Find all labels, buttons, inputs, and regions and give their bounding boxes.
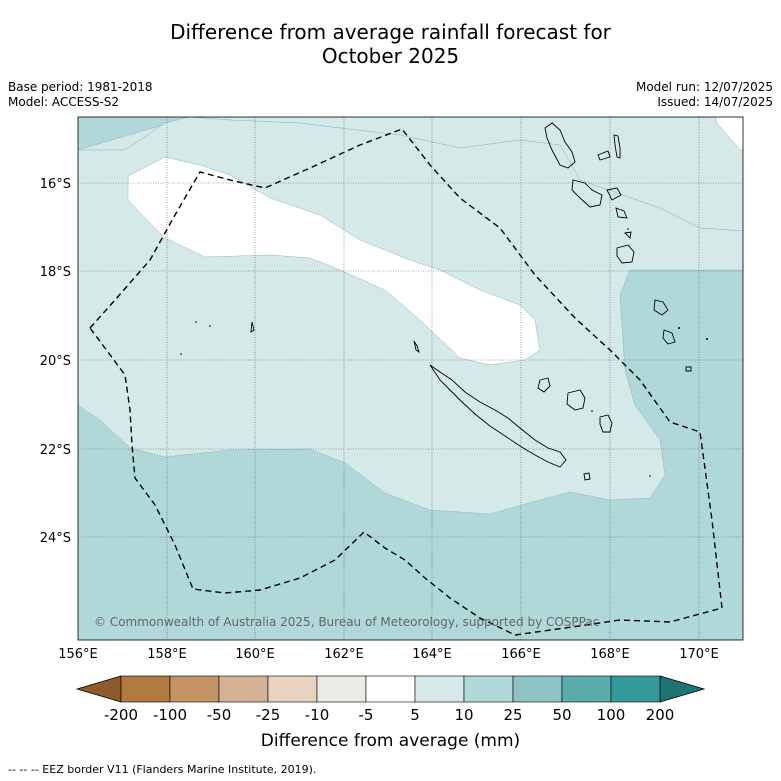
colorbar-tick-label: 100 — [597, 706, 626, 724]
colorbar-bin — [365, 675, 416, 703]
model-name: Model: ACCESS-S2 — [8, 95, 120, 109]
vanuatu-espiritu-santo — [544, 122, 576, 169]
coastlines — [250, 122, 692, 481]
colorbar-bin — [267, 675, 318, 703]
vanuatu-banks — [597, 150, 611, 161]
near-normal-region — [127, 156, 541, 366]
lat-label: 24°S — [40, 531, 71, 546]
colorbar-bin — [414, 675, 465, 703]
meta-left: Base period: 1981-2018 Model: ACCESS-S2 — [8, 80, 153, 110]
lon-label: 168°E — [590, 647, 630, 662]
colorbar-tick-label: -25 — [256, 706, 281, 724]
colorbar-bin — [463, 675, 514, 703]
vanuatu-tanna — [624, 231, 632, 239]
eez-border — [89, 128, 723, 636]
colorbar-title: Difference from average (mm) — [260, 731, 521, 751]
colorbar-bin — [610, 675, 661, 703]
lat-tick-labels: 16°S 18°S 20°S 22°S 24°S — [40, 177, 71, 546]
model-run: Model run: 12/07/2025 — [635, 80, 773, 94]
meta-right: Model run: 12/07/2025 Issued: 14/07/2025 — [636, 80, 773, 110]
vanuatu-erromango — [616, 244, 635, 264]
gridlines — [78, 117, 743, 640]
copyright-notice: © Commonwealth of Australia 2025, Bureau… — [94, 615, 599, 629]
small-island-dots — [180, 228, 708, 477]
lat-label: 20°S — [40, 354, 71, 369]
matthew-island-area — [662, 329, 676, 345]
vanuatu-malekula — [571, 179, 603, 208]
isle-of-pines — [583, 472, 591, 481]
loyalty-island-ouvea — [537, 377, 551, 393]
title-line-2: October 2025 — [321, 44, 460, 68]
colorbar-tick-label: -200 — [104, 706, 138, 724]
colorbar-tick-label: 10 — [454, 706, 473, 724]
lat-label: 22°S — [40, 443, 71, 458]
belep-islands — [413, 340, 420, 354]
colorbar-tick-label: -5 — [359, 706, 374, 724]
lon-label: 160°E — [235, 647, 275, 662]
lon-label: 156°E — [58, 647, 98, 662]
chart-title: Difference from average rainfall forecas… — [0, 20, 781, 68]
colorbar: -200 -100 -50 -25 -10 -5 5 10 25 50 100 200 — [75, 675, 706, 724]
colorbar-tick-label: 5 — [410, 706, 420, 724]
lon-label: 170°E — [679, 647, 719, 662]
near-normal-region-ne — [715, 117, 743, 151]
lat-label: 18°S — [40, 265, 71, 280]
walpole-island-area — [653, 299, 669, 316]
vanuatu-epi — [606, 187, 622, 201]
colorbar-tick-label: 200 — [646, 706, 675, 724]
vanuatu-efate — [615, 207, 628, 219]
loyalty-island-mare — [599, 414, 613, 433]
colorbar-extend-low — [75, 675, 122, 703]
colorbar-tick-label: 50 — [552, 706, 571, 724]
colorbar-bin — [561, 675, 612, 703]
colorbar-bin — [120, 675, 171, 703]
title-line-1: Difference from average rainfall forecas… — [170, 20, 611, 44]
colorbar-bin — [512, 675, 563, 703]
lon-label: 158°E — [147, 647, 187, 662]
colorbar-tick-label: -50 — [207, 706, 232, 724]
lon-label: 166°E — [501, 647, 541, 662]
colorbar-tick-label: -10 — [305, 706, 330, 724]
colorbar-extend-high — [659, 675, 706, 703]
lon-tick-labels: 156°E 158°E 160°E 162°E 164°E 166°E 168°… — [58, 647, 719, 662]
issued-date: Issued: 14/07/2025 — [657, 95, 773, 109]
lat-label: 16°S — [40, 177, 71, 192]
loyalty-island-lifou — [566, 389, 586, 411]
eez-legend-footer: -- -- -- EEZ border V11 (Flanders Marine… — [8, 763, 317, 776]
new-caledonia-mainland — [429, 364, 567, 468]
colorbar-tick-label: -100 — [153, 706, 187, 724]
colorbar-bin — [316, 675, 367, 703]
base-period: Base period: 1981-2018 — [8, 80, 153, 94]
colorbar-bin — [218, 675, 269, 703]
colorbar-tick-label: 25 — [503, 706, 522, 724]
vanuatu-maewo — [613, 134, 621, 159]
chesterfield-islands — [250, 321, 255, 333]
hunter-island — [685, 366, 692, 372]
map-frame — [77, 116, 744, 641]
colorbar-bin — [169, 675, 220, 703]
lon-label: 162°E — [324, 647, 364, 662]
map-area: © Commonwealth of Australia 2025, Bureau… — [78, 117, 743, 640]
lon-label: 164°E — [412, 647, 452, 662]
